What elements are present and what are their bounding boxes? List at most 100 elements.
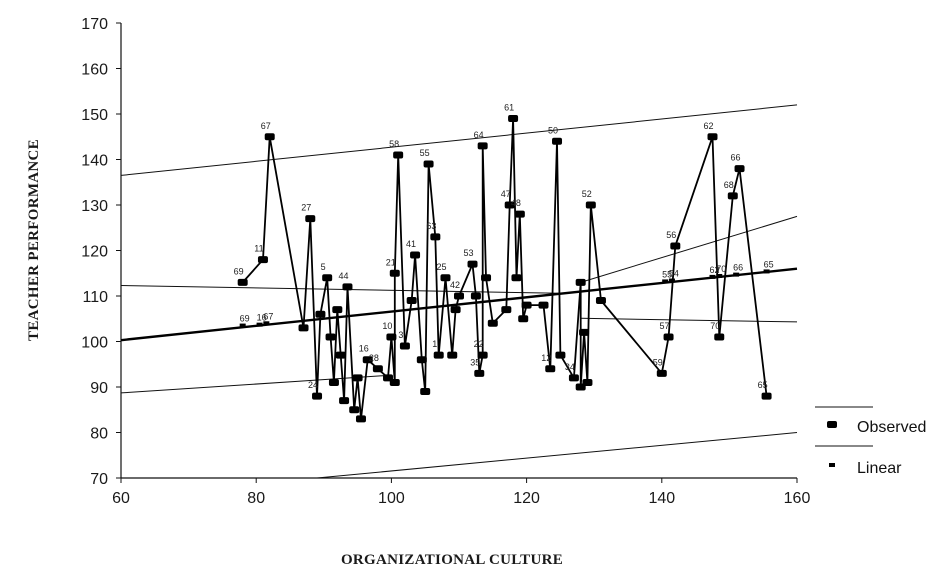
observed-point [335, 351, 346, 359]
observed-point [447, 351, 458, 359]
observed-point [372, 365, 383, 373]
observed-point [389, 378, 400, 386]
linear-point [239, 323, 246, 328]
observed-point [386, 333, 397, 341]
observed-point [450, 306, 461, 314]
observed-point-label: 55 [420, 148, 430, 158]
observed-point [349, 406, 360, 414]
y-tick-label: 150 [81, 107, 108, 124]
observed-point [325, 333, 336, 341]
observed-point [518, 315, 529, 323]
y-tick-label: 130 [81, 198, 108, 215]
x-axis-title: ORGANIZATIONAL CULTURE [341, 552, 563, 568]
y-tick-label: 70 [90, 471, 108, 488]
observed-point-label: 70 [710, 321, 720, 331]
y-tick-label: 100 [81, 335, 108, 352]
observed-point [487, 319, 498, 327]
observed-point [332, 306, 343, 314]
linear-point [256, 322, 263, 327]
observed-point [433, 351, 444, 359]
observed-point-label: 68 [724, 180, 734, 190]
observed-point-label: 24 [308, 380, 318, 390]
observed-point [568, 374, 579, 382]
y-tick-label: 170 [81, 16, 108, 33]
observed-point-label: 66 [731, 153, 741, 163]
legend-observed-marker [827, 421, 837, 428]
linear-point [709, 274, 716, 279]
observed-point [727, 192, 738, 200]
observed-point [511, 274, 522, 282]
linear-point-label: 69 [240, 314, 250, 324]
linear-point [263, 321, 270, 326]
observed-point [264, 133, 275, 141]
y-tick-label: 140 [81, 153, 108, 170]
x-tick-label: 120 [513, 490, 540, 507]
observed-point [595, 297, 606, 305]
legend-linear-marker [829, 463, 835, 467]
observed-point [454, 292, 464, 300]
observed-point [406, 297, 417, 305]
observed-point-label: 56 [666, 230, 676, 240]
observed-point [467, 260, 478, 268]
legend: Observed Linear [815, 406, 926, 477]
fit-line [120, 267, 798, 342]
observed-point-label: 44 [338, 271, 348, 281]
linear-points [239, 269, 770, 328]
confidence-upper-line [120, 285, 561, 294]
observed-point [423, 160, 434, 168]
observed-point-label: 65 [758, 380, 768, 390]
linear-point-label: 16 [257, 313, 267, 323]
observed-point [342, 283, 353, 291]
x-tick-label: 80 [247, 490, 265, 507]
linear-point [668, 278, 675, 283]
observed-point [477, 142, 488, 150]
observed-point-label: 57 [660, 321, 670, 331]
x-ticks: 60 80 100 120 140 160 [112, 478, 810, 507]
observed-point [579, 328, 590, 336]
observed-point-label: 63 [426, 221, 436, 231]
observed-point-label: 21 [386, 257, 396, 267]
observed-point [663, 333, 674, 341]
observed-point [481, 274, 492, 282]
observed-points [237, 115, 772, 423]
prediction-upper-line [120, 104, 798, 176]
observed-point [237, 278, 248, 286]
linear-point-label: 55 [662, 269, 672, 279]
linear-point [716, 273, 723, 278]
observed-point [362, 356, 373, 364]
observed-point [555, 351, 566, 359]
observed-point [501, 306, 512, 314]
y-ticks: 70 80 90 100 110 120 130 140 150 160 170 [81, 16, 121, 488]
observed-point-label: 48 [511, 198, 521, 208]
observed-point-label: 61 [504, 103, 514, 113]
observed-point-label: 25 [436, 262, 446, 272]
observed-point [410, 251, 421, 259]
x-tick-label: 60 [112, 490, 130, 507]
observed-point [575, 278, 586, 286]
observed-point-label: 42 [450, 280, 460, 290]
observed-point-label: 16 [359, 344, 369, 354]
observed-point-label: 41 [406, 239, 416, 249]
confidence-bands [120, 104, 798, 479]
observed-point [399, 342, 410, 350]
observed-point-label: 53 [464, 248, 474, 258]
observed-point-label: 35 [470, 357, 480, 367]
observed-point-label: 1 [432, 339, 437, 349]
observed-point-label: 64 [474, 130, 484, 140]
linear-point-label: 62 [709, 265, 719, 275]
observed-point [521, 301, 532, 309]
observed-point [328, 378, 339, 386]
observed-point [298, 324, 309, 332]
y-tick-label: 110 [82, 289, 108, 306]
observed-point [305, 215, 316, 223]
observed-point [430, 233, 441, 241]
observed-point [322, 274, 333, 282]
y-tick-label: 90 [90, 380, 108, 397]
axes [120, 23, 797, 479]
observed-point-label: 12 [541, 353, 551, 363]
observed-point [470, 292, 481, 300]
observed-point [707, 133, 718, 141]
observed-point-label: 27 [301, 203, 311, 213]
linear-point-label: 54 [669, 269, 679, 279]
